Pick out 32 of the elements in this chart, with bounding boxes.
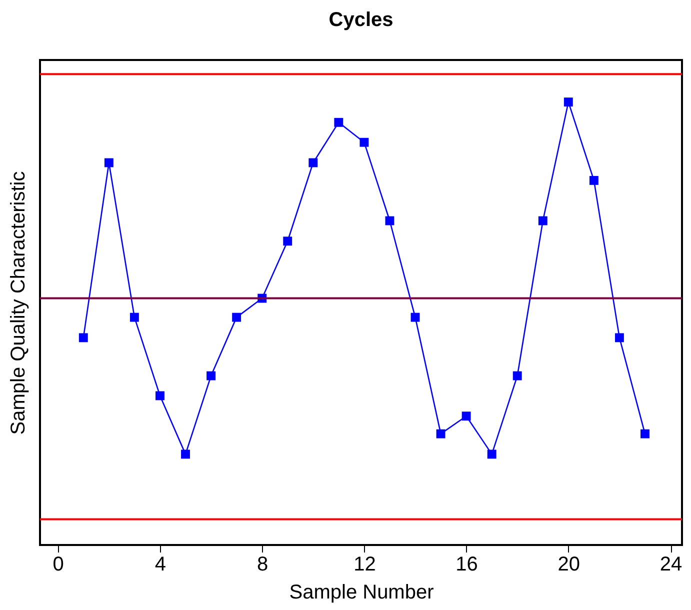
point [104, 158, 114, 168]
point [410, 312, 420, 322]
point [436, 429, 446, 438]
x-tick-label: 16 [456, 554, 478, 576]
point [564, 98, 573, 107]
point [538, 216, 548, 226]
x-tick-label: 24 [660, 554, 682, 576]
point [462, 412, 471, 421]
point [334, 118, 344, 127]
point [308, 158, 318, 168]
point [156, 391, 164, 400]
point [589, 176, 598, 185]
point [385, 216, 394, 226]
x-tick-label: 12 [354, 554, 376, 576]
y-axis-title: Sample Quality Characteristic [8, 171, 30, 435]
point [640, 429, 650, 438]
x-tick-label: 20 [558, 554, 580, 576]
point [130, 312, 139, 322]
point [78, 333, 88, 342]
point [487, 450, 496, 459]
chart-title: Cycles [328, 9, 394, 31]
point [232, 312, 242, 322]
point [181, 450, 190, 459]
x-axis-title: Sample Number [289, 582, 434, 604]
point [206, 371, 216, 380]
point [360, 138, 369, 147]
x-tick-label: 8 [257, 554, 268, 576]
point [283, 236, 292, 246]
x-tick-label: 4 [154, 554, 166, 576]
point [614, 333, 624, 342]
x-tick-label: 0 [52, 554, 64, 576]
point [512, 371, 522, 380]
